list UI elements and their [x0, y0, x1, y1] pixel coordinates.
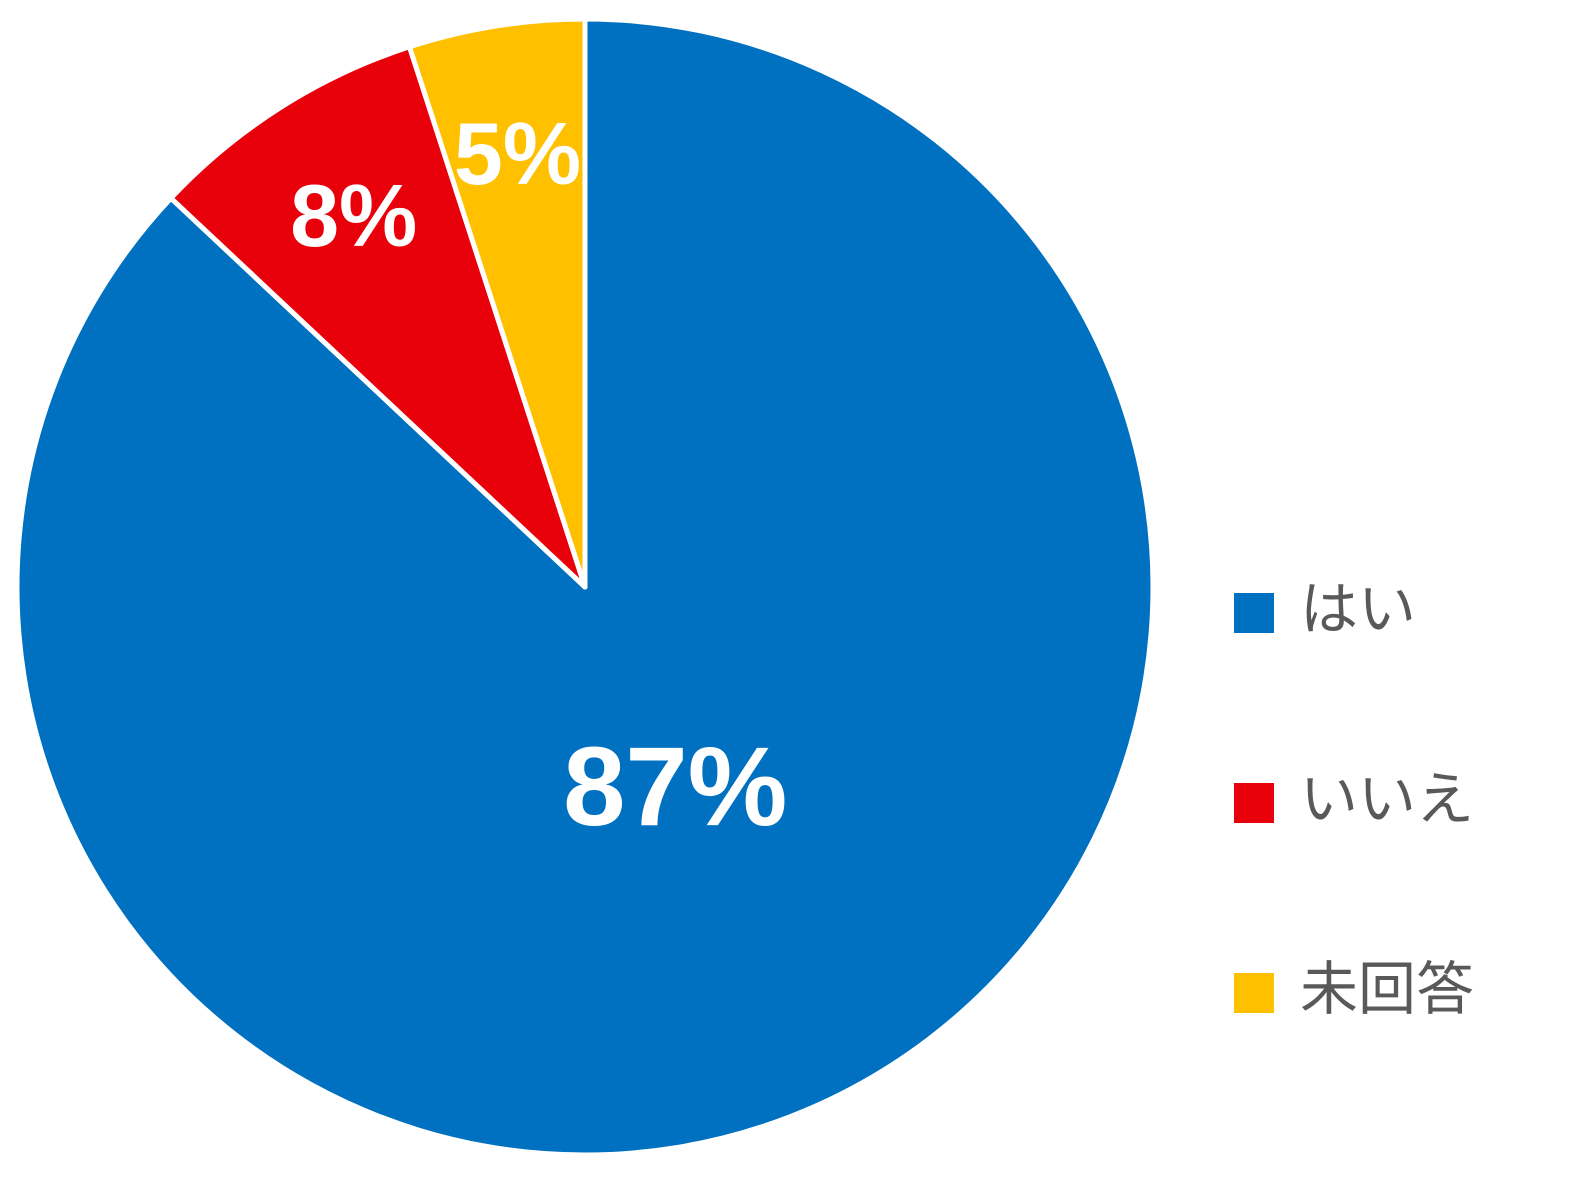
data-label: 8% — [290, 166, 417, 265]
legend-swatch — [1234, 593, 1274, 633]
legend-label: いいえ — [1300, 765, 1474, 833]
pie-slice — [406, 16, 588, 590]
legend-swatch — [1234, 783, 1274, 823]
legend-label: はい — [1300, 575, 1416, 643]
legend-swatch — [1234, 973, 1274, 1013]
pie-slice — [168, 44, 588, 590]
data-label: 5% — [454, 104, 581, 203]
legend-label: 未回答 — [1300, 955, 1474, 1023]
data-label: 87% — [563, 724, 787, 849]
